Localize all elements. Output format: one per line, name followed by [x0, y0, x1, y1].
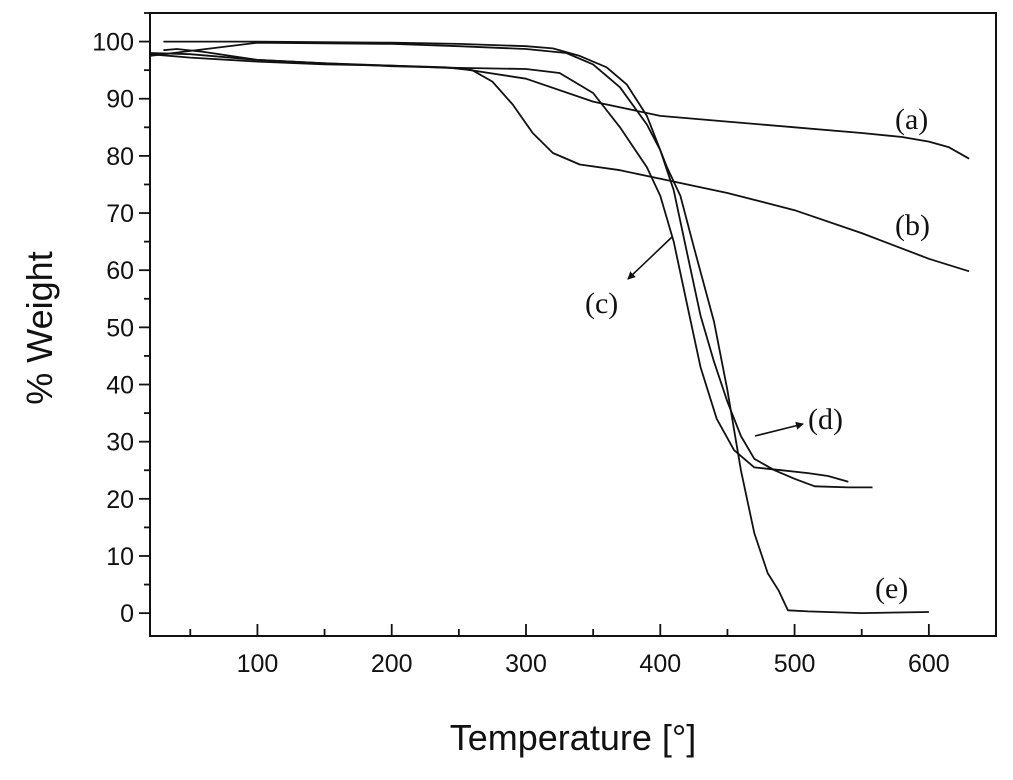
y-tick-label: 70: [106, 200, 134, 228]
y-tick-label: 0: [120, 600, 134, 628]
plot-frame: [149, 12, 997, 637]
axis-tick-labels: 100 200 300 400 500 600 0 10 20 30 40 50 60 70 80 90 100: [92, 29, 949, 678]
series-lines: [149, 40, 970, 614]
curve-labels: (a) (b) (c) (d) (e): [585, 103, 930, 605]
series-line-e: [163, 40, 929, 614]
curve-label-c: (c): [585, 287, 618, 320]
series-line-c: [149, 52, 849, 483]
x-tick-label: 600: [908, 650, 950, 678]
y-tick-label: 60: [106, 257, 134, 285]
y-axis-label: % Weight: [19, 251, 60, 404]
series-line-b: [149, 53, 970, 273]
curve-label-e: (e): [875, 572, 908, 605]
x-tick-label: 100: [237, 650, 279, 678]
series-line-a: [163, 48, 970, 160]
x-axis-label: Temperature [°]: [450, 717, 697, 758]
curve-label-b: (b): [895, 209, 930, 242]
y-tick-label: 80: [106, 143, 134, 171]
x-tick-label: 500: [774, 650, 816, 678]
y-tick-label: 10: [106, 543, 134, 571]
y-tick-label: 30: [106, 429, 134, 457]
series-line-d: [149, 41, 873, 489]
y-tick-label: 50: [106, 314, 134, 342]
y-tick-label: 20: [106, 486, 134, 514]
y-tick-label: 40: [106, 372, 134, 400]
x-tick-label: 200: [371, 650, 413, 678]
y-tick-label: 100: [92, 29, 134, 57]
curve-label-a: (a): [895, 103, 928, 136]
arrow-d: [754, 421, 804, 437]
axis-ticks: [139, 12, 997, 636]
x-tick-label: 400: [639, 650, 681, 678]
y-tick-label: 90: [106, 86, 134, 114]
curve-label-d: (d): [808, 403, 843, 436]
x-tick-label: 300: [505, 650, 547, 678]
arrow-c: [627, 236, 673, 280]
